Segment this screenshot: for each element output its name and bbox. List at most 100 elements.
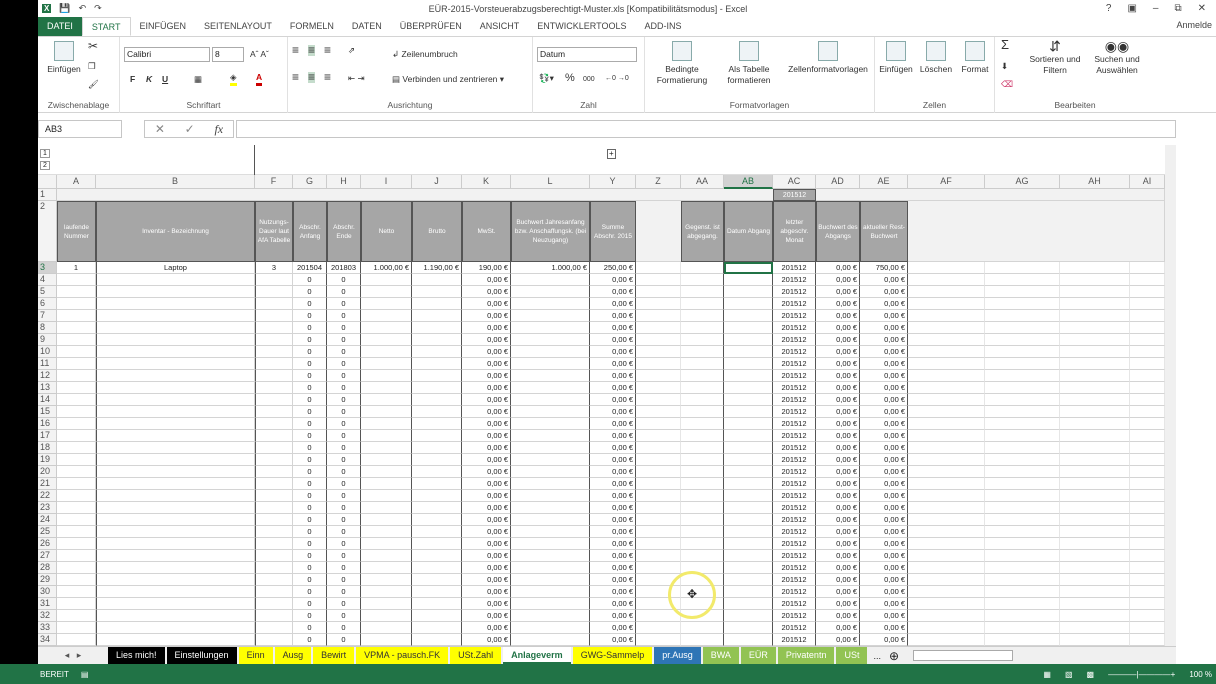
cell-h15[interactable]: 0 bbox=[327, 406, 361, 418]
cell-y19[interactable]: 0,00 € bbox=[590, 454, 636, 466]
cell-aa3[interactable] bbox=[681, 262, 724, 274]
cell-j28[interactable] bbox=[412, 562, 462, 574]
format-as-table-button[interactable]: Als Tabelle formatieren bbox=[719, 41, 779, 86]
cell-y4[interactable]: 0,00 € bbox=[590, 274, 636, 286]
row-header[interactable]: 3 bbox=[38, 262, 57, 274]
cell-ab32[interactable] bbox=[724, 610, 773, 622]
cell-ab12[interactable] bbox=[724, 370, 773, 382]
cell-k10[interactable]: 0,00 € bbox=[462, 346, 511, 358]
tab-entwicklertools[interactable]: ENTWICKLERTOOLS bbox=[537, 21, 627, 31]
number-format-select[interactable]: Datum bbox=[537, 47, 637, 62]
column-header-i[interactable]: I bbox=[361, 175, 412, 189]
cell-ab5[interactable] bbox=[724, 286, 773, 298]
cell-f31[interactable] bbox=[255, 598, 293, 610]
cell-k17[interactable]: 0,00 € bbox=[462, 430, 511, 442]
cell-aa17[interactable] bbox=[681, 430, 724, 442]
cell-y26[interactable]: 0,00 € bbox=[590, 538, 636, 550]
cell-ai30[interactable] bbox=[1130, 586, 1165, 598]
cell-ae25[interactable]: 0,00 € bbox=[860, 526, 908, 538]
cell-ab11[interactable] bbox=[724, 358, 773, 370]
cell-i19[interactable] bbox=[361, 454, 412, 466]
cell-aa4[interactable] bbox=[681, 274, 724, 286]
cell-z15[interactable] bbox=[636, 406, 681, 418]
cell-k16[interactable]: 0,00 € bbox=[462, 418, 511, 430]
cell-h17[interactable]: 0 bbox=[327, 430, 361, 442]
cell-ai13[interactable] bbox=[1130, 382, 1165, 394]
sign-in-link[interactable]: Anmelde bbox=[1176, 20, 1212, 30]
cell-ac27[interactable]: 201512 bbox=[773, 550, 816, 562]
cell-ae14[interactable]: 0,00 € bbox=[860, 394, 908, 406]
cell-k32[interactable]: 0,00 € bbox=[462, 610, 511, 622]
cell-ag34[interactable] bbox=[985, 634, 1060, 646]
cell-ai18[interactable] bbox=[1130, 442, 1165, 454]
cell-ai29[interactable] bbox=[1130, 574, 1165, 586]
cell-g14[interactable]: 0 bbox=[293, 394, 327, 406]
sheet-tab-einn[interactable]: Einn bbox=[238, 647, 273, 664]
cell-af23[interactable] bbox=[908, 502, 985, 514]
cell-y25[interactable]: 0,00 € bbox=[590, 526, 636, 538]
enter-icon[interactable]: ✓ bbox=[184, 122, 195, 136]
formula-input[interactable] bbox=[236, 120, 1176, 138]
cell-i9[interactable] bbox=[361, 334, 412, 346]
cell-af26[interactable] bbox=[908, 538, 985, 550]
cell-j17[interactable] bbox=[412, 430, 462, 442]
cell-f3[interactable]: 3 bbox=[255, 262, 293, 274]
cell-f20[interactable] bbox=[255, 466, 293, 478]
row-header[interactable]: 19 bbox=[38, 454, 57, 466]
cell-b18[interactable] bbox=[96, 442, 255, 454]
cell-styles-button[interactable]: Zellenformatvorlagen bbox=[781, 41, 875, 75]
cell-aa18[interactable] bbox=[681, 442, 724, 454]
cell-ad9[interactable]: 0,00 € bbox=[816, 334, 860, 346]
align-bottom-icon[interactable]: ≡ bbox=[324, 43, 332, 57]
column-header-k[interactable]: K bbox=[462, 175, 511, 189]
cell-ad15[interactable]: 0,00 € bbox=[816, 406, 860, 418]
cell-a23[interactable] bbox=[57, 502, 96, 514]
cell-af28[interactable] bbox=[908, 562, 985, 574]
cell-ah23[interactable] bbox=[1060, 502, 1130, 514]
cell-j12[interactable] bbox=[412, 370, 462, 382]
cell-z11[interactable] bbox=[636, 358, 681, 370]
cell-ae7[interactable]: 0,00 € bbox=[860, 310, 908, 322]
cell-aa19[interactable] bbox=[681, 454, 724, 466]
cell-j6[interactable] bbox=[412, 298, 462, 310]
cell-f13[interactable] bbox=[255, 382, 293, 394]
wrap-text-button[interactable]: ↲ Zeilenumbruch bbox=[392, 49, 458, 59]
column-header-j[interactable]: J bbox=[412, 175, 462, 189]
cell-ai34[interactable] bbox=[1130, 634, 1165, 646]
cell-ae31[interactable]: 0,00 € bbox=[860, 598, 908, 610]
cell-b26[interactable] bbox=[96, 538, 255, 550]
cell-z6[interactable] bbox=[636, 298, 681, 310]
cell-ac16[interactable]: 201512 bbox=[773, 418, 816, 430]
cell-h27[interactable]: 0 bbox=[327, 550, 361, 562]
cell-k5[interactable]: 0,00 € bbox=[462, 286, 511, 298]
cell-ab25[interactable] bbox=[724, 526, 773, 538]
cell-y18[interactable]: 0,00 € bbox=[590, 442, 636, 454]
cell-i22[interactable] bbox=[361, 490, 412, 502]
cell-f26[interactable] bbox=[255, 538, 293, 550]
cell-ad20[interactable]: 0,00 € bbox=[816, 466, 860, 478]
cell-ab20[interactable] bbox=[724, 466, 773, 478]
row-header[interactable]: 29 bbox=[38, 574, 57, 586]
cell-b4[interactable] bbox=[96, 274, 255, 286]
cell-af13[interactable] bbox=[908, 382, 985, 394]
cell-ah11[interactable] bbox=[1060, 358, 1130, 370]
cell-k30[interactable]: 0,00 € bbox=[462, 586, 511, 598]
cell-ab13[interactable] bbox=[724, 382, 773, 394]
cell-aa9[interactable] bbox=[681, 334, 724, 346]
cell-ad23[interactable]: 0,00 € bbox=[816, 502, 860, 514]
cell-ab31[interactable] bbox=[724, 598, 773, 610]
cell-ai7[interactable] bbox=[1130, 310, 1165, 322]
cell-l18[interactable] bbox=[511, 442, 590, 454]
tab-datei[interactable]: DATEI bbox=[38, 17, 82, 36]
cell-b33[interactable] bbox=[96, 622, 255, 634]
cell-ai12[interactable] bbox=[1130, 370, 1165, 382]
cell-h24[interactable]: 0 bbox=[327, 514, 361, 526]
column-header-ad[interactable]: AD bbox=[816, 175, 860, 189]
cell-b13[interactable] bbox=[96, 382, 255, 394]
cell-k19[interactable]: 0,00 € bbox=[462, 454, 511, 466]
cell-f21[interactable] bbox=[255, 478, 293, 490]
row-header[interactable]: 26 bbox=[38, 538, 57, 550]
cell-h20[interactable]: 0 bbox=[327, 466, 361, 478]
cell-ad29[interactable]: 0,00 € bbox=[816, 574, 860, 586]
cell-ae10[interactable]: 0,00 € bbox=[860, 346, 908, 358]
